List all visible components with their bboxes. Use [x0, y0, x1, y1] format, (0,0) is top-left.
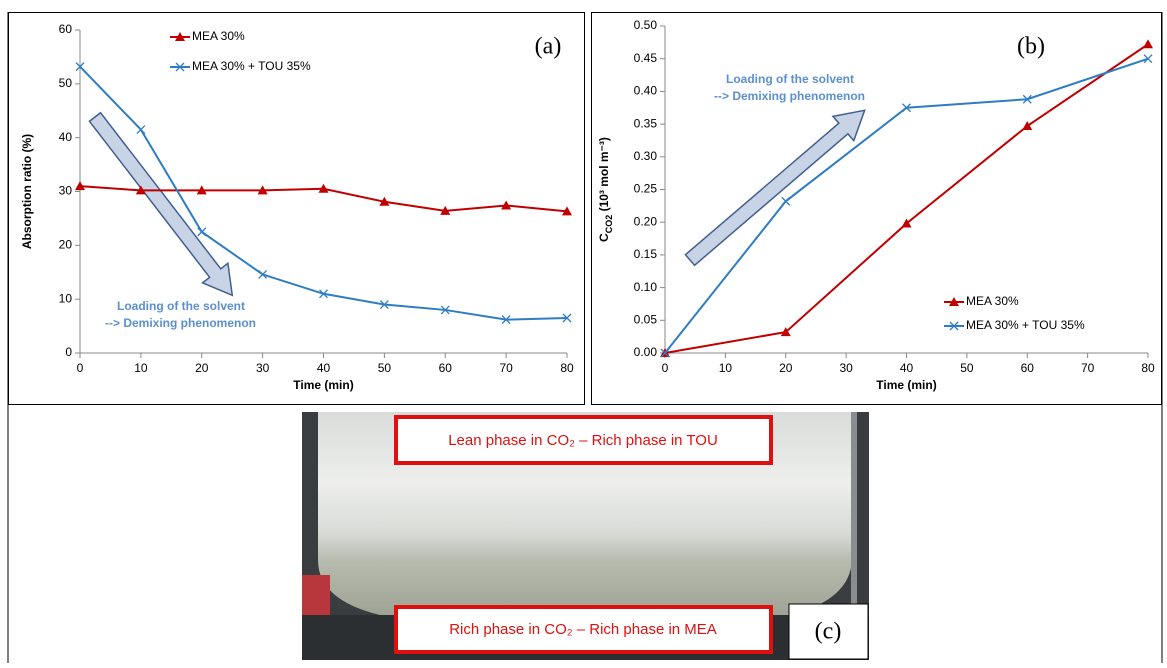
x-tick-label: 20 [195, 361, 209, 375]
y-axis-label: CCO2 (10³ mol m⁻³) [597, 137, 614, 242]
y-axis-label-main: C [597, 233, 611, 242]
annotation: Loading of the solvent [726, 72, 854, 86]
x-tick-label: 0 [77, 361, 84, 375]
panel-label: (b) [1017, 34, 1045, 60]
x-axis-label: Time (min) [876, 378, 936, 392]
data-point [198, 228, 206, 236]
x-tick-label: 70 [1081, 361, 1095, 375]
y-tick-label: 0 [65, 345, 72, 359]
x-tick-label: 0 [662, 361, 669, 375]
y-tick-label: 60 [59, 22, 73, 36]
legend-label: MEA 30% + TOU 35% [192, 59, 311, 73]
y-tick-label: 20 [59, 238, 73, 252]
x-tick-label: 30 [256, 361, 270, 375]
x-tick-label: 70 [499, 361, 513, 375]
annotation: --> Demixing phenomenon [714, 89, 865, 103]
annotation: Loading of the solvent [117, 299, 245, 313]
x-tick-label: 50 [960, 361, 974, 375]
legend-label: MEA 30% + TOU 35% [966, 318, 1085, 332]
y-axis-label-main: Absorption ratio (%) [20, 134, 34, 249]
y-axis-label-subscript: CO2 [604, 215, 614, 234]
x-tick-label: 80 [560, 361, 574, 375]
data-point [1022, 121, 1032, 130]
photo-object [302, 575, 330, 615]
panel-label: (a) [535, 34, 562, 60]
x-tick-label: 10 [134, 361, 148, 375]
y-tick-label: 0.25 [634, 182, 658, 196]
arrow [680, 98, 875, 272]
y-tick-label: 30 [59, 184, 73, 198]
data-point [782, 197, 790, 205]
x-tick-label: 50 [378, 361, 392, 375]
photo-label: Rich phase in CO₂ – Rich phase in MEA [449, 621, 717, 638]
data-point [137, 126, 145, 134]
x-tick-label: 40 [317, 361, 331, 375]
data-point [1143, 39, 1153, 48]
y-tick-label: 0.40 [634, 84, 658, 98]
y-tick-label: 50 [59, 76, 73, 90]
y-tick-label: 0.30 [634, 149, 658, 163]
y-tick-label: 0.35 [634, 116, 658, 130]
x-tick-label: 10 [719, 361, 733, 375]
legend-label: MEA 30% [966, 294, 1019, 308]
panel-label: (c) [815, 619, 842, 645]
y-tick-label: 0.20 [634, 214, 658, 228]
y-tick-label: 0.10 [634, 280, 658, 294]
x-tick-label: 60 [1021, 361, 1035, 375]
annotation: --> Demixing phenomenon [105, 316, 256, 330]
legend-label: MEA 30% [192, 29, 245, 43]
page: {"chart_data": [ {"type": "line", "panel… [0, 0, 1167, 663]
y-tick-label: 40 [59, 130, 73, 144]
y-tick-label: 0.15 [634, 247, 658, 261]
y-tick-label: 10 [59, 291, 73, 305]
y-tick-label: 0.00 [634, 345, 658, 359]
photo-label: Lean phase in CO₂ – Rich phase in TOU [448, 432, 718, 449]
photo: Lean phase in CO₂ – Rich phase in TOU Ri… [302, 412, 869, 660]
x-tick-label: 30 [839, 361, 853, 375]
y-axis-label-unit: (10³ mol m⁻³) [597, 137, 611, 215]
x-tick-label: 60 [439, 361, 453, 375]
x-tick-label: 20 [779, 361, 793, 375]
x-axis-label: Time (min) [293, 378, 353, 392]
y-tick-label: 0.05 [634, 312, 658, 326]
panel-border [592, 13, 1162, 405]
y-axis-label: Absorption ratio (%) [20, 134, 34, 249]
x-tick-label: 40 [900, 361, 914, 375]
x-tick-label: 80 [1141, 361, 1155, 375]
y-tick-label: 0.50 [634, 18, 658, 32]
y-tick-label: 0.45 [634, 51, 658, 65]
arrow [82, 107, 245, 305]
figure: Lean phase in CO₂ – Rich phase in TOU Ri… [0, 0, 1167, 663]
